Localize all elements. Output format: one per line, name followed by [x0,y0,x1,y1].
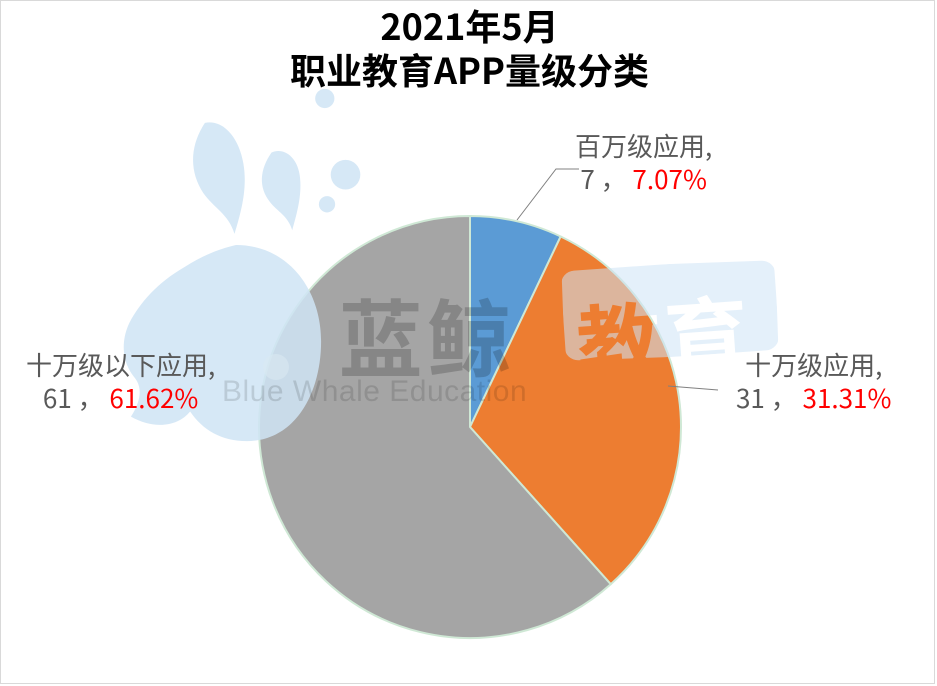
svg-text:Blue Whale Education: Blue Whale Education [222,375,527,408]
